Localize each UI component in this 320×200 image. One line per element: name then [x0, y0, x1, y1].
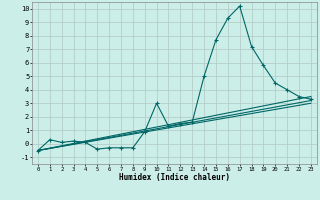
- X-axis label: Humidex (Indice chaleur): Humidex (Indice chaleur): [119, 173, 230, 182]
